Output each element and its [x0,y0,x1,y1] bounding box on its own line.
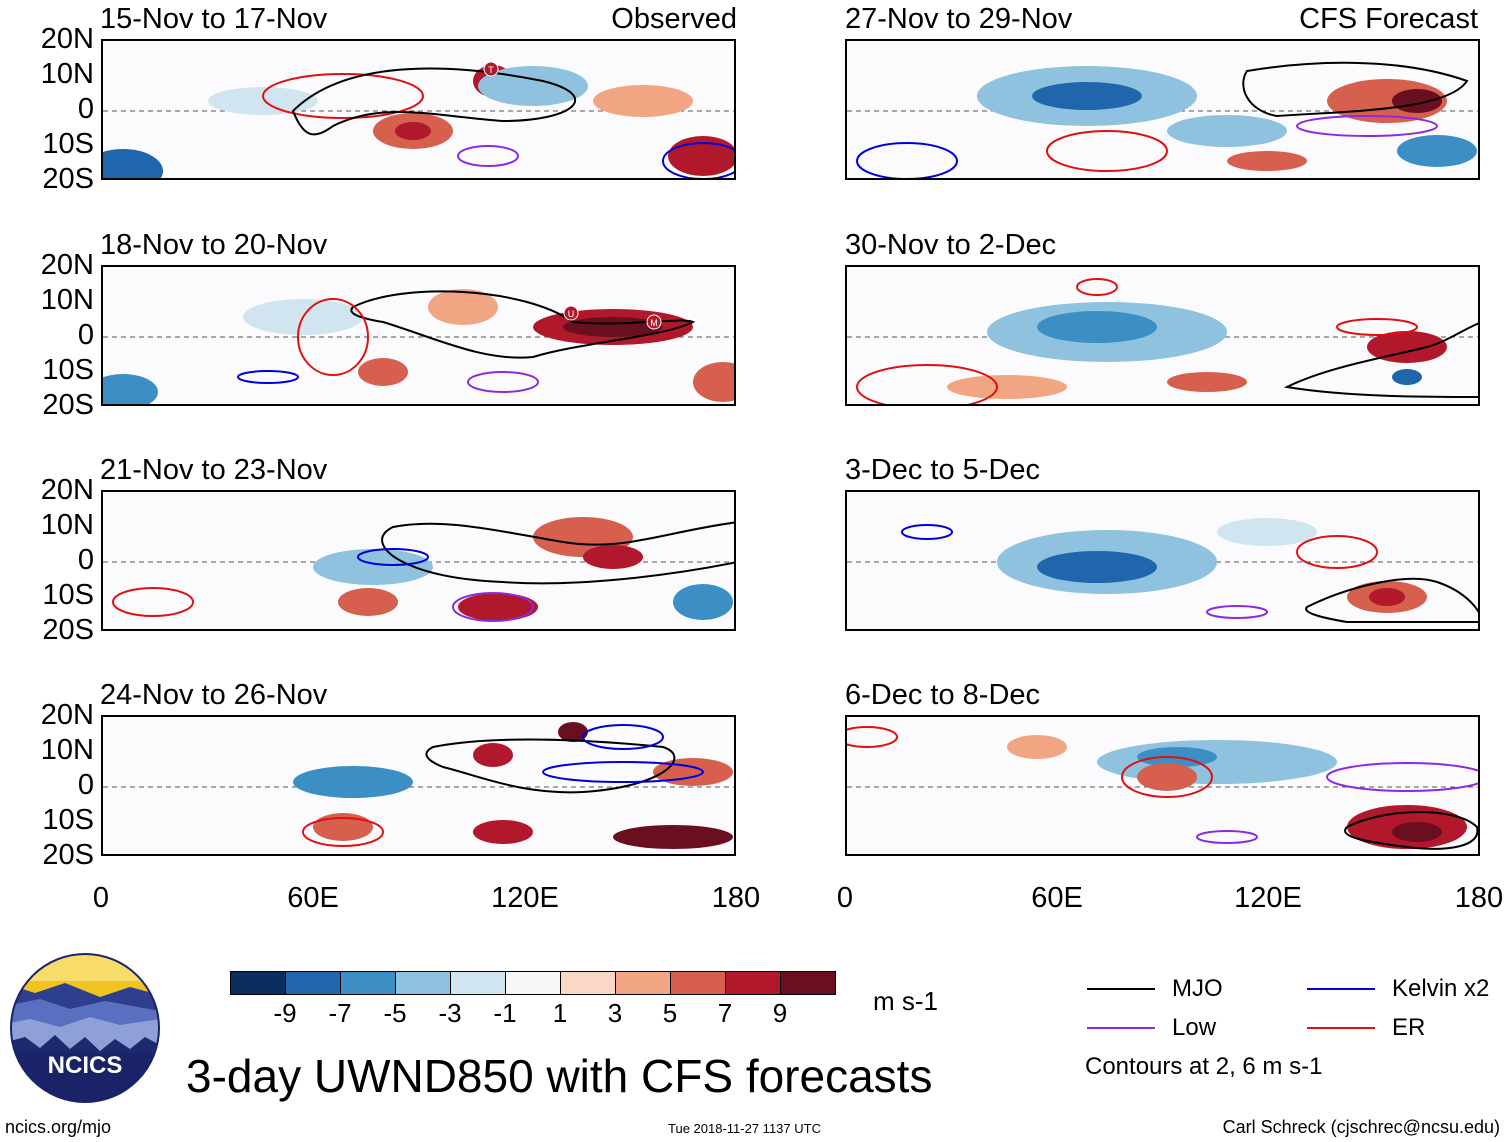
lat-tick-label: 10N [40,284,94,316]
lat-tick-label: 0 [77,769,94,801]
map-panel-5 [101,490,736,631]
lon-tick-label: 120E [1234,882,1302,914]
contour-note: Contours at 2, 6 m s-1 [1085,1053,1323,1080]
lat-tick-label: 0 [77,319,94,351]
lat-tick-label: 20N [40,474,94,506]
colorbar-swatch [780,971,836,995]
lat-tick-label: 0 [77,93,94,125]
colorbar-tick-label: -7 [328,998,352,1028]
map-field [847,518,1478,623]
storm-label: M [650,318,658,328]
colorbar-swatch [395,971,451,995]
lat-tick-label: 10N [40,58,94,90]
panel-title-4: 30-Nov to 2-Dec [845,229,1057,261]
legend-swatch-er [1307,1027,1375,1029]
panel-title-6: 3-Dec to 5-Dec [845,454,1041,486]
map-field [847,278,1478,404]
colorbar-swatch [505,971,561,995]
legend-swatch-kelvin [1307,988,1375,990]
lat-tick-label: 10S [42,804,94,836]
lat-tick-label: 10N [40,734,94,766]
legend-label-low: Low [1172,1014,1217,1041]
lat-tick-label: 20N [40,699,94,731]
panel-tag-forecast: CFS Forecast [1299,3,1478,35]
lon-tick-label: 180 [1454,882,1504,914]
lat-tick-label: 10N [40,509,94,541]
lat-tick-label: 20N [40,249,94,281]
lat-tick-label: 20S [42,839,94,871]
map-field [103,722,734,849]
main-title: 3-day UWND850 with CFS forecasts [186,1050,933,1102]
map-panel-1: T [101,39,736,180]
lon-tick-label: 180 [711,882,761,914]
panel-title-8: 6-Dec to 8-Dec [845,679,1041,711]
colorbar-swatch [285,971,341,995]
lat-tick-label: 10S [42,354,94,386]
colorbar-units: m s-1 [873,986,938,1016]
panel-title-1: 15-Nov to 17-Nov [100,3,328,35]
colorbar-swatch [340,971,396,995]
panel-title-3: 18-Nov to 20-Nov [100,229,328,261]
storm-label: U [568,309,575,319]
map-field: U M [103,289,734,404]
lon-tick-label: 60E [1031,882,1083,914]
colorbar-swatch [725,971,781,995]
colorbar-tick-label: 3 [607,998,623,1028]
lon-tick-label: 0 [92,882,110,914]
logo-text: NCICS [48,1052,123,1079]
legend-label-kelvin: Kelvin x2 [1392,975,1490,1002]
panel-title-7: 24-Nov to 26-Nov [100,679,328,711]
colorbar-tick-label: 1 [552,998,568,1028]
lon-tick-label: 0 [836,882,854,914]
colorbar-tick-label: 7 [717,998,733,1028]
colorbar-tick-label: -9 [273,998,297,1028]
lat-tick-label: 20S [42,614,94,646]
colorbar-tick-label: -5 [383,998,407,1028]
legend-swatch-mjo [1087,988,1155,990]
footer-url[interactable]: ncics.org/mjo [5,1117,112,1137]
legend-label-er: ER [1392,1014,1426,1041]
lat-tick-label: 20N [40,23,94,55]
lat-tick-label: 0 [77,544,94,576]
lat-tick-label: 10S [42,579,94,611]
legend-swatch-low [1087,1027,1155,1029]
colorbar-tick-label: 5 [662,998,678,1028]
lon-tick-label: 60E [287,882,339,914]
map-panel-8 [845,715,1480,856]
panel-title-5: 21-Nov to 23-Nov [100,454,328,486]
colorbar-swatch [450,971,506,995]
lat-tick-label: 20S [42,163,94,195]
map-field [847,61,1478,178]
legend-label-mjo: MJO [1172,975,1223,1002]
ncics-logo: NCICS [10,953,160,1103]
lat-tick-label: 10S [42,128,94,160]
colorbar-swatch [560,971,616,995]
map-panel-7 [101,715,736,856]
lat-tick-label: 20S [42,389,94,421]
colorbar-tick-label: -1 [493,998,517,1028]
colorbar-tick-label: 9 [772,998,788,1028]
footer-timestamp: Tue 2018-11-27 1137 UTC [668,1121,821,1136]
map-panel-6 [845,490,1480,631]
colorbar-tick-label: -3 [438,998,462,1028]
colorbar-swatch [230,971,286,995]
map-field [103,517,734,622]
map-panel-4 [845,265,1480,406]
panel-tag-observed: Observed [611,3,737,35]
map-panel-3: U M [101,265,736,406]
lon-tick-label: 120E [491,882,559,914]
map-field [847,726,1478,850]
panel-title-2: 27-Nov to 29-Nov [845,3,1073,35]
map-panel-2 [845,39,1480,180]
storm-label: T [488,65,494,75]
footer-author: Carl Schreck (cjschrec@ncsu.edu) [1222,1117,1500,1137]
colorbar-swatch [615,971,671,995]
map-field: T [103,61,734,178]
colorbar-swatch [670,971,726,995]
